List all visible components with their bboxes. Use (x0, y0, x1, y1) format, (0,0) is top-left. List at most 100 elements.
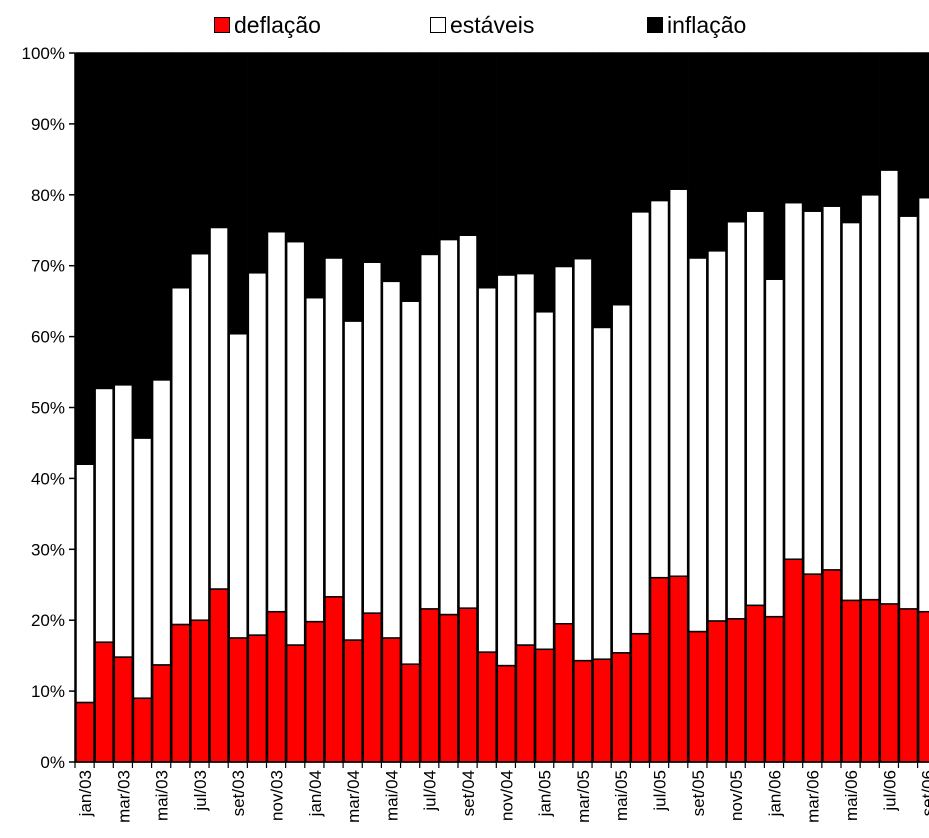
bar-ago/05-estáveis (668, 188, 689, 577)
x-tick-label-mai-05: mai/05 (612, 770, 631, 821)
bar-nov/05-estáveis (726, 220, 746, 620)
bar-mar/05-estáveis (573, 257, 593, 662)
bar-mai/06-deflação (841, 599, 861, 763)
bar-fev/04-estáveis (324, 257, 344, 598)
bar-jan/04-estáveis (305, 296, 325, 623)
bar-jul/03-deflação (190, 619, 210, 763)
bar-abr/03-estáveis (132, 437, 153, 699)
bar-set/03-deflação (228, 637, 248, 763)
y-tick-label-10: 100% (22, 44, 65, 63)
bar-abr/03-inflação (132, 52, 153, 439)
bar-mar/05-inflação (573, 52, 593, 260)
bar-jan/03-deflação (75, 701, 95, 763)
bar-abr/05-deflação (592, 658, 612, 763)
bar-jul/03-inflação (190, 52, 210, 255)
bar-abr/06-deflação (822, 569, 842, 763)
bar-jan/05-inflação (534, 52, 555, 313)
bar-set/03-estáveis (228, 333, 248, 639)
bar-nov/03-estáveis (266, 230, 287, 613)
bar-mai/05-inflação (611, 52, 631, 306)
bar-mar/05-deflação (573, 659, 593, 763)
bar-nov/03-inflação (266, 52, 287, 233)
x-tick-label-jul-03: jul/03 (191, 770, 210, 812)
bar-mar/06-deflação (802, 573, 823, 763)
bar-mai/05-deflação (611, 652, 631, 763)
bar-ago/03-estáveis (209, 226, 229, 590)
bar-jul/06-estáveis (879, 169, 900, 605)
x-tick-label-nov-04: nov/04 (497, 770, 516, 821)
bar-jan/06-inflação (764, 52, 785, 280)
bar-set/05-deflação (688, 630, 708, 763)
bar-ago/06-estáveis (898, 215, 919, 610)
bar-set/06-deflação (917, 610, 929, 763)
bar-abr/04-estáveis (362, 261, 382, 614)
bar-ago/06-deflação (898, 608, 919, 763)
bar-out/03-estáveis (247, 272, 268, 636)
bar-out/05-deflação (707, 620, 727, 763)
legend-swatch-deflacao (214, 17, 230, 33)
bar-abr/05-estáveis (592, 326, 612, 660)
x-tick-label-mar-03: mar/03 (114, 770, 133, 823)
bar-jun/04-inflação (400, 52, 421, 302)
bar-mai/04-deflação (381, 637, 402, 763)
bar-set/04-deflação (458, 607, 478, 763)
bar-set/04-estáveis (458, 234, 478, 609)
bar-set/03-inflação (228, 52, 248, 335)
legend-label-estaveis: estáveis (450, 12, 535, 38)
legend-label-inflacao: inflação (667, 12, 747, 38)
bar-dez/03-estáveis (285, 240, 306, 646)
bar-dez/05-estáveis (745, 210, 765, 607)
y-tick-label-1: 10% (31, 682, 65, 701)
bar-jul/04-deflação (419, 608, 440, 763)
x-tick-label-mai-03: mai/03 (153, 770, 172, 821)
bar-jun/06-inflação (860, 52, 880, 196)
bar-dez/03-deflação (285, 644, 306, 763)
bar-jan/06-deflação (764, 615, 785, 763)
bar-fev/05-deflação (554, 623, 574, 763)
bar-set/04-inflação (458, 52, 478, 236)
bar-ago/03-deflação (209, 588, 229, 763)
y-tick-label-9: 90% (31, 115, 65, 134)
legend-item-deflacao: deflação (214, 12, 321, 38)
bar-set/06-estáveis (917, 196, 929, 613)
bar-nov/05-deflação (726, 618, 746, 763)
bar-jun/05-estáveis (630, 211, 651, 635)
bar-abr/04-inflação (362, 52, 382, 263)
legend-swatch-estaveis (430, 17, 446, 33)
bar-dez/03-inflação (285, 52, 306, 243)
bar-fev/03-estáveis (94, 387, 114, 643)
legend-item-inflacao: inflação (647, 12, 746, 38)
bar-fev/06-deflação (783, 558, 804, 763)
bar-mai/05-estáveis (611, 303, 631, 654)
bar-set/06-inflação (917, 52, 929, 199)
x-tick-label-nov-03: nov/03 (268, 770, 287, 821)
y-tick-label-3: 30% (31, 540, 65, 559)
bar-mar/06-estáveis (802, 210, 823, 575)
y-tick-label-2: 20% (31, 611, 65, 630)
bar-abr/06-inflação (822, 52, 842, 207)
bar-out/03-inflação (247, 52, 268, 274)
bar-nov/03-deflação (266, 610, 287, 763)
legend-label-deflacao: deflação (234, 12, 321, 38)
bar-nov/05-inflação (726, 52, 746, 223)
bar-fev/04-inflação (324, 52, 344, 259)
bar-ago/06-inflação (898, 52, 919, 217)
y-tick-label-4: 40% (31, 469, 65, 488)
bar-fev/03-deflação (94, 641, 114, 763)
bar-jun/03-deflação (171, 623, 191, 763)
bar-jan/03-estáveis (75, 463, 95, 704)
y-tick-label-5: 50% (31, 399, 65, 418)
bar-nov/04-estáveis (496, 274, 517, 667)
bar-nov/04-deflação (496, 664, 517, 763)
bar-mar/04-estáveis (343, 320, 363, 641)
bar-jan/05-estáveis (534, 311, 555, 651)
x-tick-label-jul-04: jul/04 (421, 770, 440, 812)
bar-jun/06-deflação (860, 598, 880, 763)
bar-jul/06-inflação (879, 52, 900, 171)
bar-out/04-deflação (477, 651, 497, 763)
y-tick-label-6: 60% (31, 328, 65, 347)
bar-mai/04-inflação (381, 52, 402, 283)
bar-jun/03-inflação (171, 52, 191, 289)
bar-jul/05-deflação (649, 576, 670, 763)
